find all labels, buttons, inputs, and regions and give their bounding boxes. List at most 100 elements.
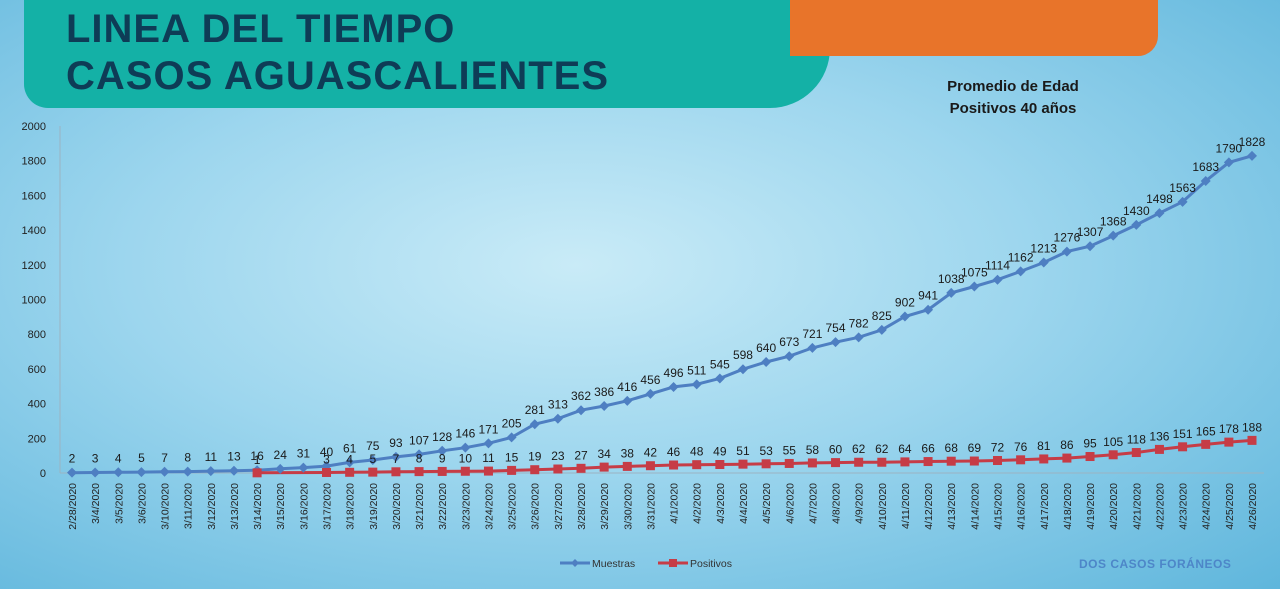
point-muestras [1085,241,1096,252]
point-muestras [599,401,610,412]
point-positivos [530,465,540,475]
page-title: LINEA DEL TIEMPO CASOS AGUASCALIENTES [66,6,609,100]
chart-axes: 0 200 400 600 800 1000 1200 1400 1600 1800 2000 [22,121,1264,480]
data-label-positivos: 105 [1103,435,1123,449]
point-muestras [830,337,841,348]
x-tick-label: 3/4/2020 [90,483,102,524]
point-muestras [761,356,772,367]
data-label-positivos: 86 [1060,438,1074,452]
data-label-muestras: 8 [184,451,191,465]
point-positivos [761,459,771,469]
data-label-muestras: 902 [895,296,915,310]
data-label-positivos: 34 [597,447,611,461]
data-label-muestras: 16 [250,449,264,463]
x-tick-label: 4/22/2020 [1154,483,1166,530]
point-positivos [368,467,378,477]
point-positivos [414,467,424,477]
x-tick-label: 4/5/2020 [761,483,773,524]
x-tick-label: 3/31/2020 [645,483,657,530]
point-muestras [113,467,124,478]
point-positivos [877,457,887,467]
x-tick-label: 3/21/2020 [414,483,426,530]
x-tick-label: 3/12/2020 [206,483,218,530]
data-label-muestras: 1075 [961,265,988,279]
data-label-muestras: 1368 [1100,215,1127,229]
x-tick-label: 3/23/2020 [460,483,472,530]
data-label-muestras: 1307 [1077,225,1104,239]
data-label-positivos: 7 [393,452,400,466]
point-muestras [552,413,563,424]
point-positivos [1016,455,1026,465]
age-note: Promedio de Edad Positivos 40 años [900,76,1126,120]
data-label-positivos: 165 [1196,424,1216,438]
data-label-muestras: 1498 [1146,192,1173,206]
point-positivos [1154,444,1164,454]
data-label-muestras: 1430 [1123,204,1150,218]
point-muestras [1247,150,1257,161]
y-tick-label: 0 [40,468,46,480]
point-muestras [576,405,587,416]
data-label-muestras: 496 [664,366,684,380]
point-muestras [1108,230,1119,241]
data-label-positivos: 81 [1037,439,1051,453]
point-positivos [992,456,1002,466]
data-label-positivos: 55 [783,443,797,457]
data-label-positivos: 48 [690,445,704,459]
x-tick-label: 4/14/2020 [969,483,981,530]
data-label-positivos: 66 [921,442,935,456]
x-tick-label: 4/25/2020 [1224,483,1236,530]
chart-labels: 2 3 4 5 7 8 11 13 16 24 31 40 61 75 93 107 128 146 171 2052… [69,135,1266,467]
x-tick-label: 3/25/2020 [507,483,519,530]
foreign-cases-note: DOS CASOS FORÁNEOS [1079,557,1232,571]
data-label-muestras: 1790 [1216,141,1243,155]
x-tick-label: 4/17/2020 [1039,483,1051,530]
data-label-muestras: 128 [432,430,452,444]
x-tick-label: 3/11/2020 [183,483,195,529]
x-tick-label: 3/17/2020 [322,483,334,530]
data-label-muestras: 313 [548,398,568,412]
data-label-positivos: 23 [551,449,565,463]
data-label-muestras: 107 [409,433,429,447]
x-tick-label: 4/4/2020 [738,483,750,524]
data-label-muestras: 24 [274,448,288,462]
point-muestras [275,463,286,474]
point-muestras [737,364,748,375]
data-label-muestras: 281 [525,403,545,417]
x-tick-label: 4/23/2020 [1178,483,1190,530]
chart-lines [71,154,1253,475]
data-label-positivos: 38 [621,446,635,460]
data-label-positivos: 62 [875,442,889,456]
data-label-positivos: 136 [1149,429,1169,443]
data-label-muestras: 7 [161,451,168,465]
point-positivos [553,464,563,474]
point-muestras [1061,246,1072,257]
x-tick-label: 3/28/2020 [576,483,588,530]
point-muestras [506,432,517,443]
legend-marker-positivos [669,559,677,567]
point-muestras [946,287,957,298]
point-muestras [691,379,702,390]
series-line-muestras [71,154,1253,475]
x-tick-label: 4/15/2020 [992,483,1004,530]
data-label-muestras: 40 [320,445,334,459]
point-positivos [923,457,933,467]
chart-marks [67,150,1257,478]
y-tick-label: 1800 [22,156,46,168]
data-label-muestras: 93 [389,436,403,450]
data-label-muestras: 598 [733,348,753,362]
point-positivos [576,463,586,473]
x-tick-label: 4/13/2020 [946,483,958,530]
point-positivos [645,461,655,471]
data-label-positivos: 118 [1127,433,1146,447]
point-muestras [136,467,147,478]
data-label-muestras: 721 [802,327,822,341]
data-label-muestras: 362 [571,389,591,403]
point-muestras [1015,266,1026,277]
point-muestras [414,449,425,460]
point-muestras [205,466,216,477]
point-muestras [668,381,679,392]
y-tick-label: 800 [28,329,46,341]
point-positivos [1108,450,1118,460]
point-positivos [622,461,632,471]
data-label-positivos: 9 [439,451,446,465]
